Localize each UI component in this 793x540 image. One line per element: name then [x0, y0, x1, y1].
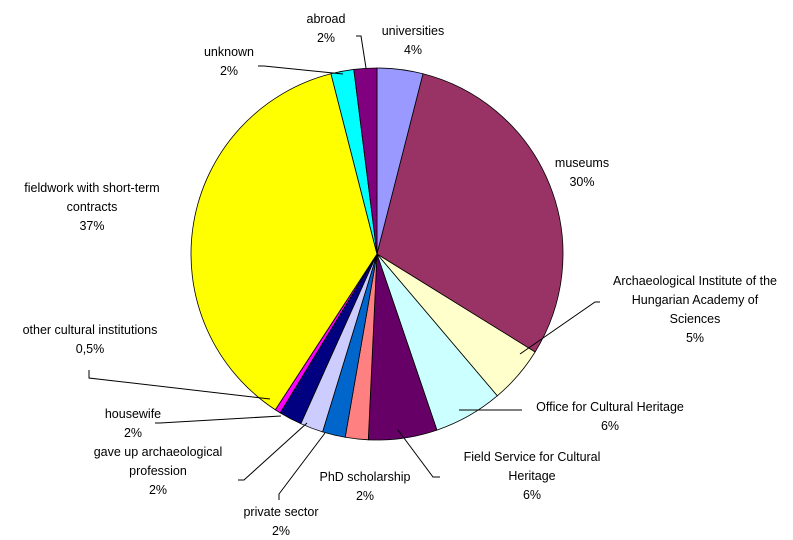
- slice-label-7: gave up archaeological profession 2%: [94, 445, 223, 497]
- pie-slice-10: [190, 73, 378, 411]
- slice-category-label: gave up archaeological: [94, 445, 223, 459]
- slice-value-label: 5%: [686, 331, 704, 345]
- slice-category-label: Hungarian Academy of: [632, 293, 759, 307]
- slice-labels: universities 4% museums 30% Archaeological I…: [23, 12, 777, 538]
- leader-line-4: [397, 429, 440, 478]
- leader-lines: [88, 35, 600, 500]
- pie-slices: [190, 67, 564, 441]
- leader-line-6: [278, 432, 326, 500]
- slice-category-label: Archaeological Institute of the: [613, 274, 777, 288]
- slice-category-label: unknown: [204, 45, 254, 59]
- leader-line-9: [88, 370, 271, 400]
- slice-value-label: 6%: [523, 488, 541, 502]
- slice-label-12: abroad 2%: [307, 12, 346, 45]
- leader-line-7: [238, 422, 308, 481]
- slice-category-label: Office for Cultural Heritage: [536, 400, 684, 414]
- leader-line-2: [519, 301, 600, 355]
- slice-label-1: museums 30%: [555, 156, 609, 189]
- slice-category-label: housewife: [105, 407, 161, 421]
- slice-category-label: private sector: [243, 505, 318, 519]
- slice-category-label: Sciences: [670, 312, 721, 326]
- slice-value-label: 2%: [220, 64, 238, 78]
- slice-category-label: abroad: [307, 12, 346, 26]
- slice-label-5: PhD scholarship 2%: [319, 470, 410, 503]
- slice-category-label: PhD scholarship: [319, 470, 410, 484]
- leader-line-12: [356, 35, 367, 69]
- slice-category-label: Field Service for Cultural: [464, 450, 601, 464]
- slice-label-3: Office for Cultural Heritage 6%: [536, 400, 684, 433]
- pie-slice-12: [353, 67, 378, 255]
- slice-value-label: 2%: [149, 483, 167, 497]
- slice-value-label: 2%: [272, 524, 290, 538]
- slice-label-9: other cultural institutions 0,5%: [23, 323, 158, 356]
- leader-line-8: [155, 415, 282, 424]
- slice-label-6: private sector 2%: [243, 505, 318, 538]
- slice-category-label: profession: [129, 464, 187, 478]
- slice-value-label: 2%: [317, 31, 335, 45]
- slice-category-label: contracts: [67, 200, 118, 214]
- slice-category-label: universities: [382, 24, 445, 38]
- slice-label-8: housewife 2%: [105, 407, 161, 440]
- slice-label-11: unknown 2%: [204, 45, 254, 78]
- slice-value-label: 30%: [569, 175, 594, 189]
- leader-line-11: [258, 65, 344, 75]
- slice-label-4: Field Service for Cultural Heritage 6%: [464, 450, 601, 502]
- slice-value-label: 4%: [404, 43, 422, 57]
- slice-category-label: Heritage: [508, 469, 555, 483]
- slice-label-0: universities 4%: [382, 24, 445, 57]
- slice-category-label: fieldwork with short-term: [24, 181, 159, 195]
- slice-label-10: fieldwork with short-term contracts 37%: [24, 181, 159, 233]
- slice-value-label: 6%: [601, 419, 619, 433]
- slice-value-label: 2%: [356, 489, 374, 503]
- slice-label-2: Archaeological Institute of the Hungarian…: [613, 274, 777, 345]
- slice-value-label: 37%: [79, 219, 104, 233]
- slice-value-label: 0,5%: [76, 342, 105, 356]
- slice-category-label: other cultural institutions: [23, 323, 158, 337]
- slice-category-label: museums: [555, 156, 609, 170]
- slice-value-label: 2%: [124, 426, 142, 440]
